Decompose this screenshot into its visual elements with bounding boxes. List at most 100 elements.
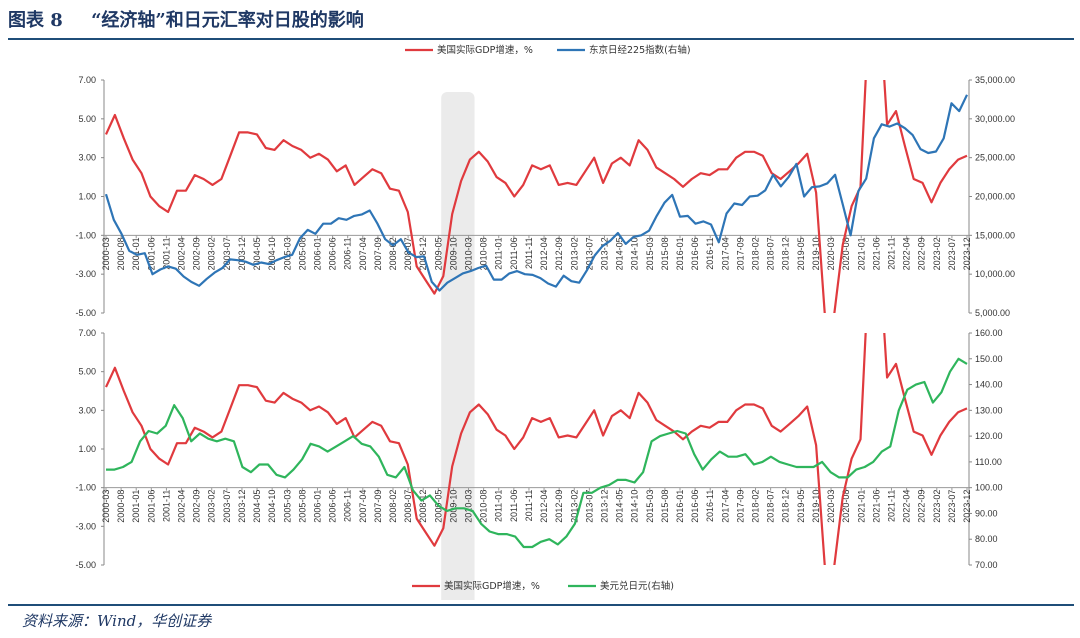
- bottom-legend-label-1: 美国实际GDP增速，%: [444, 580, 540, 592]
- top-left-tick-label: 3.00: [78, 153, 96, 163]
- top-x-tick-label: 2013-02: [569, 237, 579, 270]
- bottom-x-tick-label: 2005-08: [297, 490, 307, 523]
- top-x-tick-label: 2011-01: [494, 237, 504, 269]
- bottom-x-tick-label: 2015-03: [645, 490, 655, 523]
- bottom-x-tick-label: 2021-06: [871, 490, 881, 523]
- top-x-tick-label: 2023-07: [947, 237, 957, 270]
- bottom-x-tick-label: 2003-07: [222, 490, 232, 523]
- bottom-series-usdjpy-line: [106, 357, 968, 549]
- bottom-x-tick-label: 2013-12: [599, 490, 609, 523]
- recession-shade: [441, 92, 475, 600]
- bottom-x-tick-label: 2013-07: [584, 490, 594, 523]
- bottom-x-tick-label: 2006-11: [343, 490, 353, 522]
- bottom-x-tick-label: 2000-03: [101, 490, 111, 523]
- top-x-tick-label: 2019-10: [811, 237, 821, 270]
- top-x-tick-label: 2001-06: [146, 237, 156, 270]
- bottom-left-tick-label: -1.00: [75, 483, 96, 493]
- bottom-x-tick-label: 2019-05: [796, 490, 806, 523]
- top-x-tick-label: 2000-08: [116, 237, 126, 270]
- top-x-tick-label: 2006-06: [328, 237, 338, 270]
- top-x-tick-label: 2007-04: [358, 237, 368, 270]
- bottom-x-tick-label: 2019-10: [811, 490, 821, 523]
- top-x-tick-label: 2000-03: [101, 237, 111, 270]
- bottom-x-tick-label: 2023-07: [947, 490, 957, 523]
- top-x-tick-label: 2010-08: [479, 237, 489, 270]
- bottom-x-tick-label: 2016-11: [705, 490, 715, 522]
- bottom-x-tick-label: 2004-05: [252, 490, 262, 523]
- bottom-x-tick-label: 2001-01: [131, 490, 141, 523]
- bottom-right-tick-label: 90.00: [975, 508, 998, 518]
- bottom-x-tick-label: 2006-01: [312, 490, 322, 523]
- bottom-left-tick-label: 1.00: [78, 444, 96, 454]
- top-x-tick-label: 2018-07: [766, 237, 776, 270]
- top-x-tick-label: 2002-04: [177, 237, 187, 270]
- top-x-tick-label: 2015-03: [645, 237, 655, 270]
- bottom-x-tick-label: 2005-03: [282, 490, 292, 523]
- bottom-x-tick-label: 2021-01: [856, 490, 866, 523]
- top-left-tick-label: 7.00: [78, 75, 96, 85]
- top-x-tick-label: 2017-04: [720, 237, 730, 270]
- bottom-x-tick-label: 2016-01: [675, 490, 685, 523]
- top-x-tick-label: 2010-03: [464, 237, 474, 270]
- bottom-x-tick-label: 2013-02: [569, 490, 579, 523]
- top-x-tick-label: 2017-09: [735, 237, 745, 270]
- top-x-tick-label: 2021-11: [886, 237, 896, 269]
- bottom-x-tick-label: 2012-09: [554, 490, 564, 523]
- top-x-tick-label: 2008-02: [388, 237, 398, 270]
- bottom-x-tick-label: 2010-03: [464, 490, 474, 523]
- top-x-tick-label: 2020-03: [826, 237, 836, 270]
- top-x-tick-label: 2016-01: [675, 237, 685, 270]
- top-right-tick-label: 25,000.00: [975, 153, 1015, 163]
- top-right-tick-label: 20,000.00: [975, 192, 1015, 202]
- bottom-left-tick-label: 3.00: [78, 405, 96, 415]
- bottom-x-tick-label: 2001-06: [146, 490, 156, 523]
- top-x-tick-label: 2019-05: [796, 237, 806, 270]
- top-x-tick-label: 2018-02: [751, 237, 761, 270]
- top-x-tick-label: 2005-08: [297, 237, 307, 270]
- top-left-tick-label: 5.00: [78, 114, 96, 124]
- top-x-tick-label: 2011-06: [509, 237, 519, 269]
- top-x-tick-label: 2022-04: [902, 237, 912, 270]
- bottom-right-tick-label: 80.00: [975, 534, 998, 544]
- bottom-x-tick-label: 2007-04: [358, 490, 368, 523]
- bottom-x-tick-label: 2012-04: [539, 490, 549, 523]
- top-left-tick-label: -1.00: [75, 230, 96, 240]
- bottom-x-tick-label: 2020-08: [841, 490, 851, 523]
- dual-panel-chart: 7.00 5.00 3.00 1.00 -1.00 -3.00 -5.00 35,000.00…: [75, 44, 1015, 600]
- figure-title-text: “经济轴”和日元汇率对日股的影响: [91, 10, 364, 31]
- top-series-nikkei-line: [104, 94, 968, 292]
- bottom-x-tick-label: 2021-11: [886, 490, 896, 522]
- top-x-tick-label: 2011-11: [524, 237, 534, 269]
- top-x-tick-label: 2003-12: [237, 237, 247, 270]
- title-rule: [8, 38, 1074, 40]
- bottom-legend-label-2: 美元兑日元(右轴): [600, 580, 674, 592]
- top-x-tick-label: 2009-10: [448, 237, 458, 270]
- top-x-tick-label: 2018-12: [781, 237, 791, 270]
- top-x-tick-label: 2013-07: [584, 237, 594, 270]
- top-x-tick-label: 2004-05: [252, 237, 262, 270]
- top-x-tick-label: 2006-01: [312, 237, 322, 270]
- top-x-tick-label: 2014-05: [615, 237, 625, 270]
- bottom-left-tick-label: -3.00: [75, 521, 96, 531]
- top-x-tick-label: 2009-05: [433, 237, 443, 270]
- top-x-tick-label: 2021-01: [856, 237, 866, 270]
- bottom-x-tick-label: 2008-07: [403, 490, 413, 523]
- bottom-x-tick-label: 2014-10: [630, 490, 640, 523]
- bottom-x-tick-label: 2010-08: [479, 490, 489, 523]
- top-x-tick-label: 2020-08: [841, 237, 851, 270]
- top-x-tick-label: 2023-12: [962, 237, 972, 270]
- bottom-x-tick-label: 2014-05: [615, 490, 625, 523]
- top-x-tick-label: 2002-09: [192, 237, 202, 270]
- bottom-x-tick-label: 2022-04: [902, 490, 912, 523]
- top-x-tick-label: 2021-06: [871, 237, 881, 270]
- top-x-tick-label: 2008-07: [403, 237, 413, 270]
- bottom-x-tick-label: 2011-11: [524, 490, 534, 522]
- figure-title: 图表 8 “经济轴”和日元汇率对日股的影响: [8, 6, 364, 36]
- bottom-left-tick-label: -5.00: [75, 560, 96, 570]
- bottom-x-tick-label: 2011-06: [509, 490, 519, 522]
- source-note: 资料来源：Wind，华创证券: [22, 612, 212, 630]
- bottom-x-tick-label: 2018-12: [781, 490, 791, 523]
- top-legend-label-2: 东京日经225指数(右轴): [589, 44, 691, 56]
- bottom-right-tick-label: 70.00: [975, 560, 998, 570]
- bottom-x-tick-label: 2000-08: [116, 490, 126, 523]
